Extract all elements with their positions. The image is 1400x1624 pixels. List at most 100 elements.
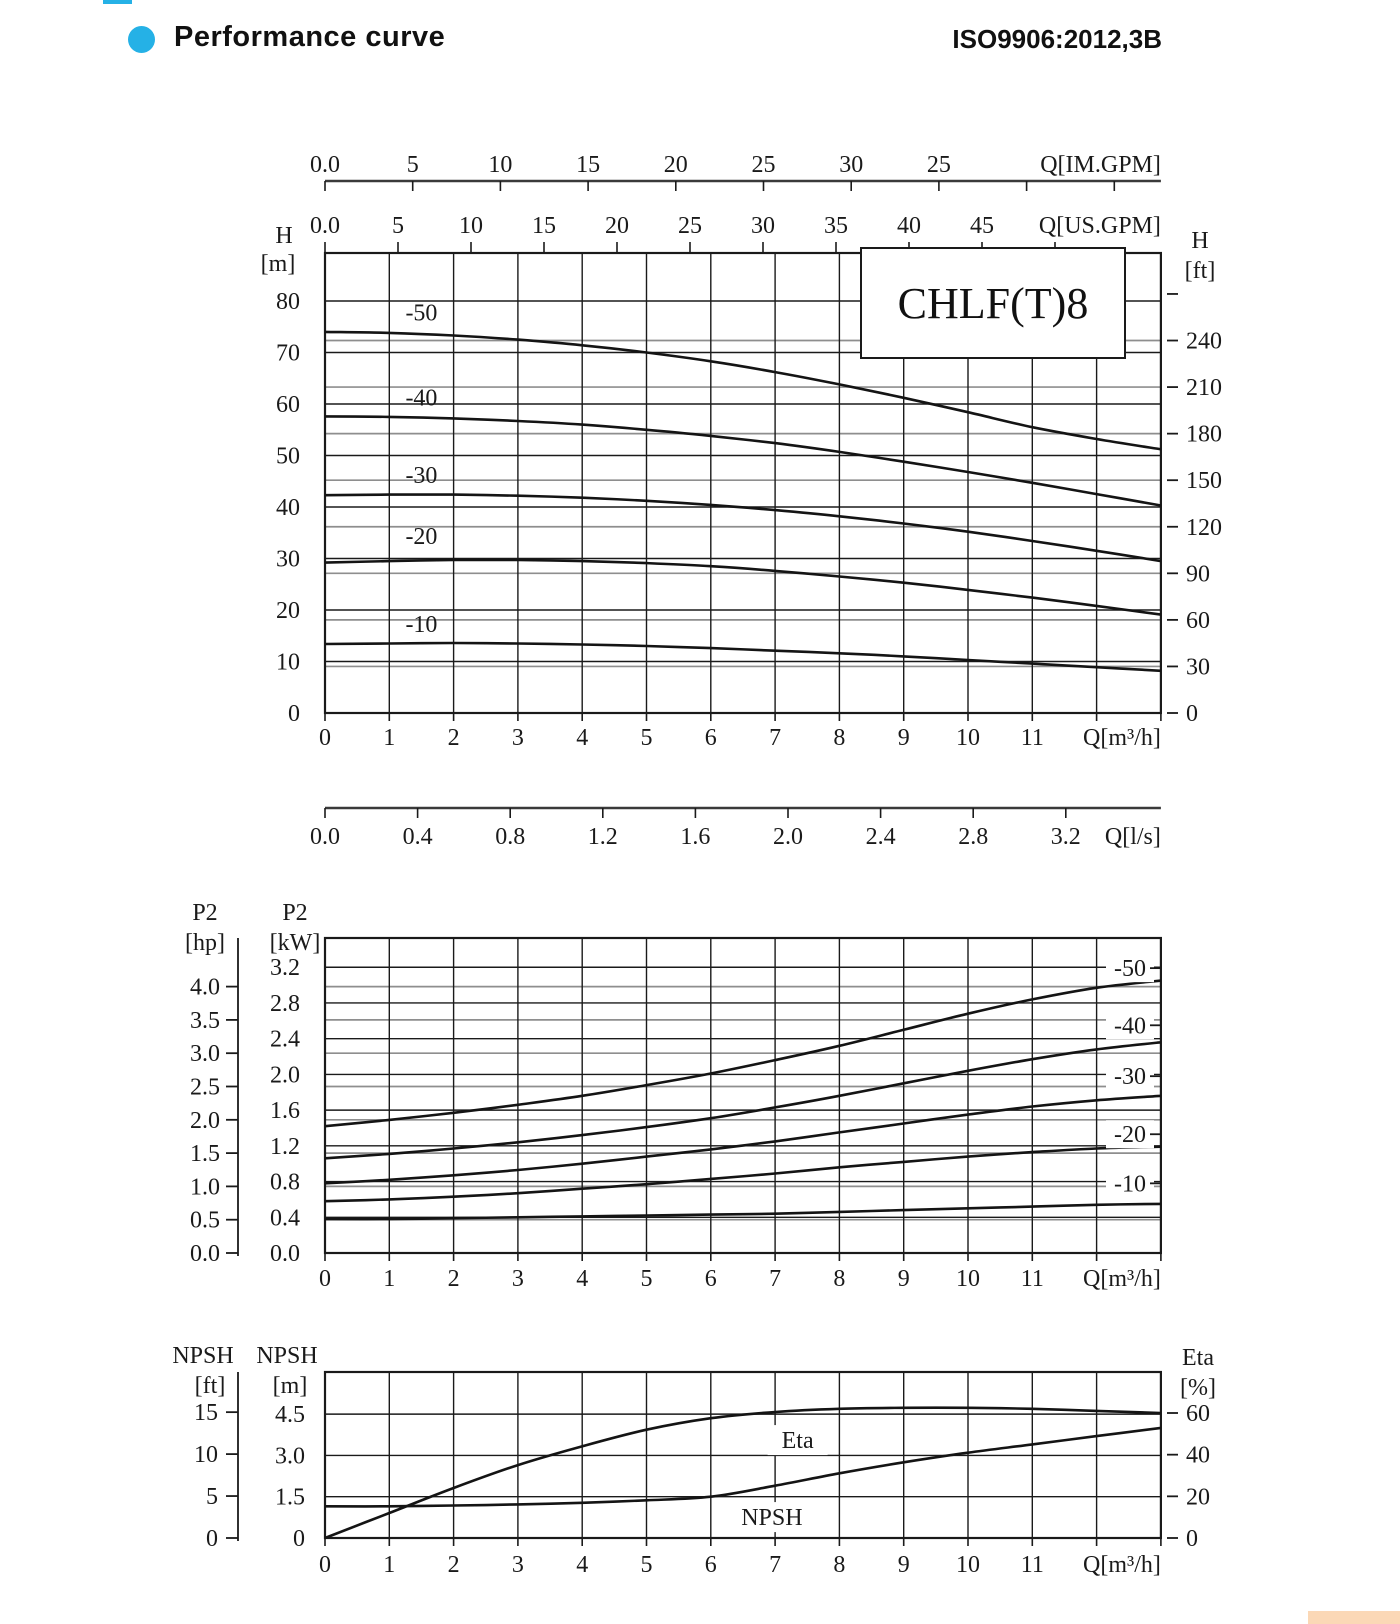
- im-gpm-tick-label: 15: [576, 152, 600, 178]
- x-tick-label: 3: [512, 725, 524, 751]
- p2-curves: -50 -40 -30 -20 -10: [324, 954, 1162, 1221]
- ls-tick-label: 0.4: [403, 824, 433, 850]
- section-bullet-icon: [128, 26, 155, 53]
- curve-label: Eta: [782, 1428, 814, 1454]
- npsh-ft-tick-label: 0: [206, 1526, 218, 1552]
- x-tick-label: 6: [705, 1552, 717, 1578]
- x-tick-label: 5: [641, 725, 653, 751]
- h-ft-tick-label: 90: [1186, 561, 1210, 587]
- standard-label: ISO9906:2012,3B: [952, 24, 1162, 54]
- h-ft-tick-label: 60: [1186, 608, 1210, 634]
- p2-hp-axis: P2 [hp] 4.0 3.5 3.0 2.5 2.0 1.5 1.0 0.5 0.0: [185, 900, 239, 1267]
- kw-tick-label: 0.8: [270, 1170, 300, 1196]
- curve-NPSH: [324, 1426, 1162, 1508]
- im-gpm-tick-label: 5: [407, 152, 419, 178]
- im-gpm-tick-label: 0.0: [310, 152, 340, 178]
- eta-tick-label: 60: [1186, 1401, 1210, 1427]
- x-tick-label: 6: [705, 725, 717, 751]
- eta-tick-label: 40: [1186, 1443, 1210, 1469]
- hp-tick-label: 3.0: [190, 1041, 220, 1067]
- y-left-name: H: [275, 223, 292, 249]
- x-tick-label: 9: [898, 1266, 910, 1292]
- npsh-m-tick-label: 0: [293, 1526, 305, 1552]
- eta-unit: [%]: [1180, 1375, 1216, 1401]
- curve--20: [324, 1145, 1161, 1203]
- h-m-tick-label: 10: [276, 650, 300, 676]
- us-gpm-tick-label: 35: [824, 213, 848, 239]
- curve--30: [324, 1094, 1161, 1185]
- us-gpm-tick-label: 10: [459, 213, 483, 239]
- x-tick-label: 10: [956, 1266, 980, 1292]
- hp-tick-label: 1.0: [190, 1174, 220, 1200]
- us-gpm-tick-label: 20: [605, 213, 629, 239]
- curve--20: [324, 558, 1162, 616]
- curve-label: -10: [405, 612, 437, 638]
- ls-tick-label: 1.6: [680, 824, 710, 850]
- y-left-unit: [m]: [261, 251, 296, 277]
- hq-y-right: H [ft] 240 210 180 150 120 90 60 30 0: [1167, 228, 1222, 727]
- im-gpm-tick-label: 25: [927, 152, 951, 178]
- x-tick-label: 7: [769, 725, 781, 751]
- hp-tick-label: 4.0: [190, 975, 220, 1001]
- page-title: Performance curve: [174, 21, 446, 53]
- ls-tick-label: 2.8: [958, 824, 988, 850]
- x-tick-label: 0: [319, 1266, 331, 1292]
- p2-chart: [323, 936, 1163, 1261]
- x-tick-label: 7: [769, 1266, 781, 1292]
- npsh-m-tick-label: 1.5: [275, 1485, 305, 1511]
- us-gpm-tick-label: 0.0: [310, 213, 340, 239]
- npsh-m-tick-label: 4.5: [275, 1402, 305, 1428]
- hq-chart: [323, 251, 1163, 721]
- eta-tick-label: 0: [1186, 1526, 1198, 1552]
- curve-label: NPSH: [741, 1505, 802, 1531]
- hp-tick-label: 0.0: [190, 1241, 220, 1267]
- h-m-tick-label: 60: [276, 392, 300, 418]
- kw-tick-label: 0.0: [270, 1241, 300, 1267]
- npsh-x-labels: 0 1 2 3 4 5 6 7 8 9 10 11 Q[m³/h]: [319, 1552, 1161, 1578]
- curve-label-bg: [1106, 1062, 1154, 1091]
- ls-unit: Q[l/s]: [1105, 824, 1161, 850]
- y-right-unit: [ft]: [1185, 258, 1216, 284]
- curve-label: -20: [405, 524, 437, 550]
- kw-tick-label: 0.4: [270, 1205, 300, 1231]
- y-right-name: H: [1191, 228, 1208, 254]
- ls-tick-label: 3.2: [1051, 824, 1081, 850]
- x-tick-label: 7: [769, 1552, 781, 1578]
- x-axis-unit: Q[m³/h]: [1083, 725, 1161, 751]
- curve-label-bg: [1106, 1011, 1154, 1040]
- x-axis-unit: Q[m³/h]: [1083, 1266, 1161, 1292]
- im-gpm-unit: Q[IM.GPM]: [1040, 152, 1161, 178]
- hq-curves: -50 -40 -30 -20 -10: [324, 300, 1162, 673]
- x-tick-label: 11: [1021, 1266, 1044, 1292]
- us-gpm-tick-label: 30: [751, 213, 775, 239]
- curve-label-bg: [1106, 1120, 1154, 1149]
- x-tick-label: 9: [898, 1552, 910, 1578]
- x-tick-label: 8: [833, 1266, 845, 1292]
- model-name: CHLF(T)8: [897, 278, 1089, 328]
- x-tick-label: 2: [448, 1266, 460, 1292]
- h-m-tick-label: 20: [276, 598, 300, 624]
- npsh-m-axis: NPSH [m] 4.5 3.0 1.5 0: [256, 1343, 317, 1552]
- hp-name: P2: [192, 900, 217, 926]
- npsh-m-tick-label: 3.0: [275, 1443, 305, 1469]
- x-tick-label: 8: [833, 1552, 845, 1578]
- x-tick-label: 2: [448, 725, 460, 751]
- x-tick-label: 0: [319, 1552, 331, 1578]
- x-tick-label: 5: [641, 1552, 653, 1578]
- im-gpm-axis: 0.0 5 10 15 20 25 30 25 Q[IM.GPM]: [310, 152, 1161, 191]
- x-tick-label: 9: [898, 725, 910, 751]
- eta-tick-label: 20: [1186, 1484, 1210, 1510]
- curve-label: -50: [1114, 956, 1146, 982]
- kw-unit: [kW]: [270, 930, 321, 956]
- ls-tick-label: 1.2: [588, 824, 618, 850]
- h-m-tick-label: 50: [276, 444, 300, 470]
- x-tick-label: 1: [383, 1266, 395, 1292]
- curve-label: -30: [1114, 1064, 1146, 1090]
- us-gpm-tick-label: 15: [532, 213, 556, 239]
- kw-tick-label: 2.4: [270, 1027, 300, 1053]
- npsh-ft-unit: [ft]: [195, 1373, 226, 1399]
- npsh-chart: [323, 1370, 1163, 1546]
- us-gpm-tick-label: 25: [678, 213, 702, 239]
- us-gpm-unit: Q[US.GPM]: [1039, 213, 1161, 239]
